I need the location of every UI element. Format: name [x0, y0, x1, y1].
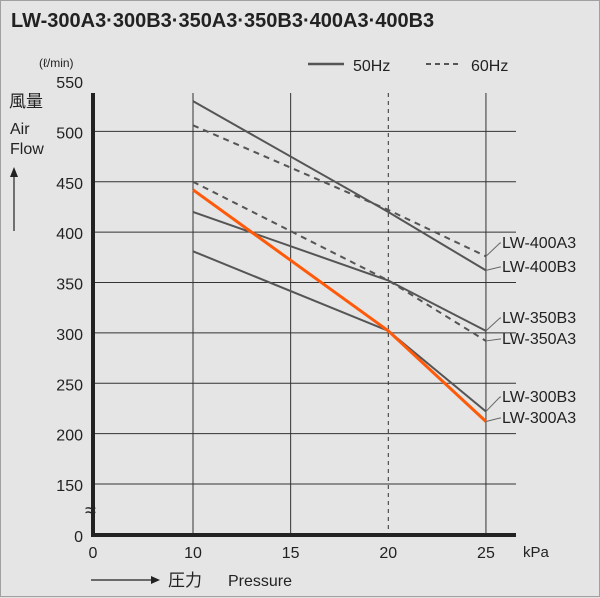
- series-line-lw-350b3: [192, 211, 487, 332]
- series-label: LW-350A3: [502, 331, 576, 348]
- y-tick-label: 250: [56, 377, 83, 394]
- x-arrow-icon: [91, 576, 160, 584]
- legend-60hz: 60Hz: [471, 58, 508, 75]
- y-tick-label: 450: [56, 176, 83, 193]
- legend: 50Hz 60Hz: [308, 58, 508, 75]
- x-tick-label: 10: [184, 545, 202, 562]
- series-line-lw-300a3: [192, 188, 487, 423]
- y-tick-label: 400: [56, 226, 83, 243]
- y-tick-label: 550: [56, 75, 83, 92]
- series-line-lw-400b3: [192, 100, 487, 272]
- x-tick-label: 15: [282, 545, 300, 562]
- y-tick-label: 200: [56, 428, 83, 445]
- y-tick-label: 0: [74, 529, 83, 546]
- y-label-en-1: Air: [10, 121, 30, 138]
- y-label-en-2: Flow: [10, 141, 44, 158]
- series-label: LW-350B3: [502, 310, 576, 327]
- leader-line: [485, 396, 501, 412]
- y-arrow-icon: [10, 167, 18, 231]
- series-label: LW-300B3: [502, 389, 576, 406]
- y-tick-label: 150: [56, 478, 83, 495]
- series-label: LW-300A3: [502, 410, 576, 427]
- series-label: LW-400A3: [502, 235, 576, 252]
- chart-title: LW-300A3·300B3·350A3·350B3·400A3·400B3: [11, 10, 434, 32]
- y-label-jp: 風量: [9, 92, 43, 111]
- x-unit: kPa: [523, 544, 550, 561]
- leader-line: [485, 266, 501, 271]
- series-line-lw-300b3: [192, 250, 487, 413]
- legend-50hz: 50Hz: [353, 58, 390, 75]
- leader-line: [485, 417, 501, 423]
- leader-line: [485, 317, 501, 332]
- y-tick-label: 300: [56, 327, 83, 344]
- x-label-jp: 圧力: [168, 571, 202, 590]
- x-tick-label: 0: [89, 545, 98, 562]
- series-label: LW-400B3: [502, 259, 576, 276]
- y-tick-label: 500: [56, 125, 83, 142]
- y-tick-label: 350: [56, 277, 83, 294]
- leader-line: [485, 242, 501, 257]
- axis-break-icon: ≈: [85, 500, 96, 522]
- series-line-lw-400a3: [192, 124, 487, 258]
- x-label-en: Pressure: [228, 573, 292, 590]
- x-tick-label: 25: [477, 545, 495, 562]
- y-unit: (ℓ/min): [39, 56, 74, 70]
- leader-line: [485, 338, 501, 342]
- series-line-lw-350a3: [192, 180, 487, 342]
- x-tick-label: 20: [379, 545, 397, 562]
